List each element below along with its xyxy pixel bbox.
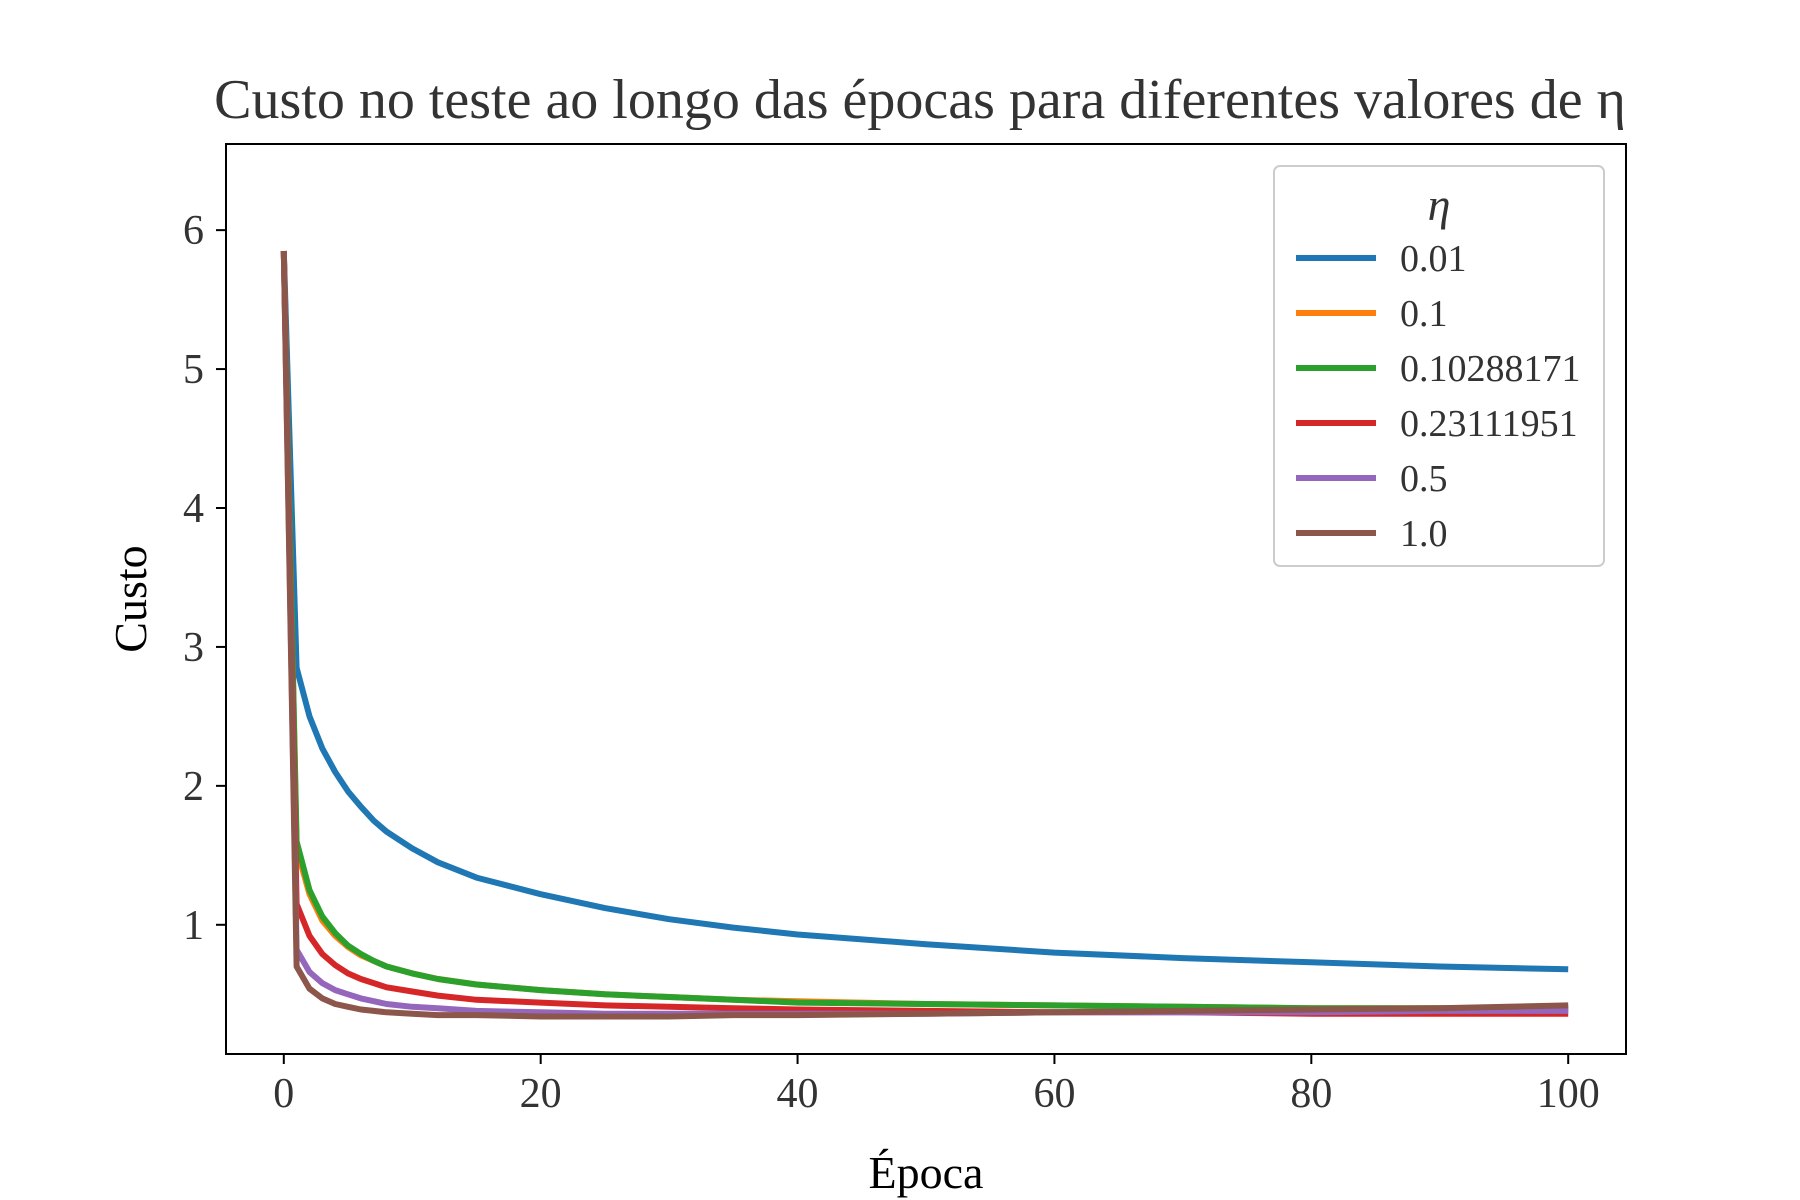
legend-label-3: 0.23111951: [1400, 403, 1578, 445]
y-tick-label: 4: [183, 486, 204, 532]
x-tick-label: 80: [1290, 1071, 1332, 1117]
y-tick-label: 5: [183, 347, 204, 393]
y-axis-label: Custo: [105, 545, 156, 652]
legend-label-5: 1.0: [1400, 513, 1448, 555]
legend-label-0: 0.01: [1400, 238, 1467, 280]
y-axis: 1 2 3 4 5 6: [183, 208, 226, 949]
x-tick-label: 20: [520, 1071, 562, 1117]
y-tick-label: 3: [183, 625, 204, 671]
legend-label-4: 0.5: [1400, 458, 1448, 500]
x-tick-label: 60: [1033, 1071, 1075, 1117]
legend-box: [1273, 165, 1605, 567]
plot-lines: [280, 250, 1569, 1020]
legend-title: η: [1428, 179, 1451, 230]
series-line-0: [280, 250, 1569, 973]
legend-label-2: 0.10288171: [1400, 348, 1581, 390]
y-tick-label: 6: [183, 208, 204, 254]
x-tick-label: 100: [1537, 1071, 1600, 1117]
legend-items: 0.01 0.1 0.10288171 0.23111951 0.5 1.0: [1296, 238, 1581, 555]
x-axis-label: Época: [869, 1147, 984, 1198]
chart-title: Custo no teste ao longo das épocas para …: [214, 69, 1626, 131]
series-line-5: [280, 250, 1569, 1020]
y-tick-label: 1: [183, 903, 204, 949]
legend: η 0.01 0.1 0.10288171 0.23111951 0.5 1.0: [1273, 165, 1605, 567]
plot-frame: [225, 143, 1627, 1055]
x-tick-label: 40: [777, 1071, 819, 1117]
series-line-2: [280, 250, 1569, 1012]
y-tick-label: 2: [183, 764, 204, 810]
x-tick-label: 0: [273, 1071, 294, 1117]
x-axis: 0 20 40 60 80 100: [273, 1054, 1600, 1117]
legend-label-1: 0.1: [1400, 293, 1448, 335]
